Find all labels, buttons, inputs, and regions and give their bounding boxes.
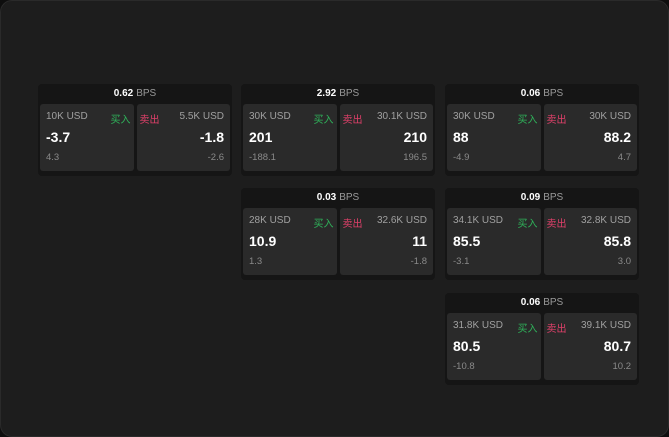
bid-size: 28K USD [249,215,291,226]
buy-cell[interactable]: 34.1K USD 买入 85.5 -3.1 [447,208,541,275]
bid-price: 88 [453,129,469,145]
bid-price: 80.5 [453,338,481,354]
buy-label: 买入 [517,324,538,335]
bid-price: 85.5 [453,233,481,249]
spread-value: 2.92 [316,88,337,99]
spread-unit: BPS [136,88,157,99]
spread-header: 0.09 BPS [445,188,639,208]
ask-change: 196.5 [403,152,427,163]
spread-unit: BPS [543,192,564,203]
price-panel: 2.92 BPS 30K USD 买入 201 -188.1 卖出 30.1K U… [241,84,435,176]
ask-price: 85.8 [603,233,631,249]
spread-value: 0.06 [520,88,541,99]
sell-cell[interactable]: 卖出 32.6K USD 11 -1.8 [339,208,433,275]
ask-change: 4.7 [617,152,631,163]
buy-cell[interactable]: 30K USD 买入 88 -4.9 [447,104,541,171]
spread-value: 0.06 [520,297,541,308]
spread-unit: BPS [339,88,360,99]
ask-size: 32.6K USD [376,215,427,226]
ask-price: 210 [403,129,427,145]
spread-header: 0.06 BPS [445,84,639,104]
sell-label: 卖出 [342,219,363,230]
spread-header: 0.06 BPS [445,293,639,313]
spread-unit: BPS [339,192,360,203]
sell-cell[interactable]: 卖出 30K USD 88.2 4.7 [543,104,637,171]
price-panel: 0.06 BPS 31.8K USD 买入 80.5 -10.8 卖出 39.1K… [445,293,639,385]
ask-size: 30.1K USD [376,111,427,122]
ask-size: 5.5K USD [179,111,224,122]
price-panel: 0.06 BPS 30K USD 买入 88 -4.9 卖出 30K USD 88… [445,84,639,176]
buy-label: 买入 [110,115,131,126]
spread-value: 0.62 [113,88,134,99]
bid-size: 31.8K USD [453,320,504,331]
sell-label: 卖出 [546,219,567,230]
buy-label: 买入 [313,219,334,230]
spread-header: 0.03 BPS [241,188,435,208]
spread-header: 2.92 BPS [241,84,435,104]
bid-change: -3.1 [453,256,470,267]
ask-price: 88.2 [603,129,631,145]
buy-label: 买入 [517,115,538,126]
buy-cell[interactable]: 10K USD 买入 -3.7 4.3 [40,104,134,171]
bid-price: 10.9 [249,233,277,249]
spread-unit: BPS [543,297,564,308]
buy-cell[interactable]: 31.8K USD 买入 80.5 -10.8 [447,313,541,380]
ask-size: 39.1K USD [580,320,631,331]
buy-cell[interactable]: 28K USD 买入 10.9 1.3 [243,208,337,275]
ask-size: 32.8K USD [580,215,631,226]
ask-price: 80.7 [603,338,631,354]
bid-change: 4.3 [46,152,60,163]
ask-change: 3.0 [617,256,631,267]
bid-change: -10.8 [453,361,475,372]
sell-cell[interactable]: 卖出 39.1K USD 80.7 10.2 [543,313,637,380]
ask-size: 30K USD [589,111,631,122]
buy-label: 买入 [313,115,334,126]
bid-change: -4.9 [453,152,470,163]
ask-price: 11 [412,233,427,249]
sell-cell[interactable]: 卖出 32.8K USD 85.8 3.0 [543,208,637,275]
bid-change: 1.3 [249,256,263,267]
price-panel: 0.62 BPS 10K USD 买入 -3.7 4.3 卖出 5.5K USD … [38,84,232,176]
sell-cell[interactable]: 卖出 5.5K USD -1.8 -2.6 [136,104,230,171]
bid-change: -188.1 [249,152,276,163]
sell-label: 卖出 [546,115,567,126]
sell-label: 卖出 [139,115,160,126]
ask-price: -1.8 [199,129,224,145]
buy-label: 买入 [517,219,538,230]
bid-price: -3.7 [46,129,71,145]
bid-size: 30K USD [249,111,291,122]
bid-size: 30K USD [453,111,495,122]
ask-change: -2.6 [207,152,224,163]
spread-value: 0.03 [316,192,337,203]
spread-header: 0.62 BPS [38,84,232,104]
price-panel: 0.03 BPS 28K USD 买入 10.9 1.3 卖出 32.6K USD… [241,188,435,280]
spread-unit: BPS [543,88,564,99]
sell-cell[interactable]: 卖出 30.1K USD 210 196.5 [339,104,433,171]
price-panel: 0.09 BPS 34.1K USD 买入 85.5 -3.1 卖出 32.8K … [445,188,639,280]
bid-size: 34.1K USD [453,215,504,226]
spread-value: 0.09 [520,192,541,203]
bid-price: 201 [249,129,273,145]
ask-change: 10.2 [612,361,632,372]
sell-label: 卖出 [342,115,363,126]
sell-label: 卖出 [546,324,567,335]
buy-cell[interactable]: 30K USD 买入 201 -188.1 [243,104,337,171]
ask-change: -1.8 [410,256,427,267]
bid-size: 10K USD [46,111,88,122]
